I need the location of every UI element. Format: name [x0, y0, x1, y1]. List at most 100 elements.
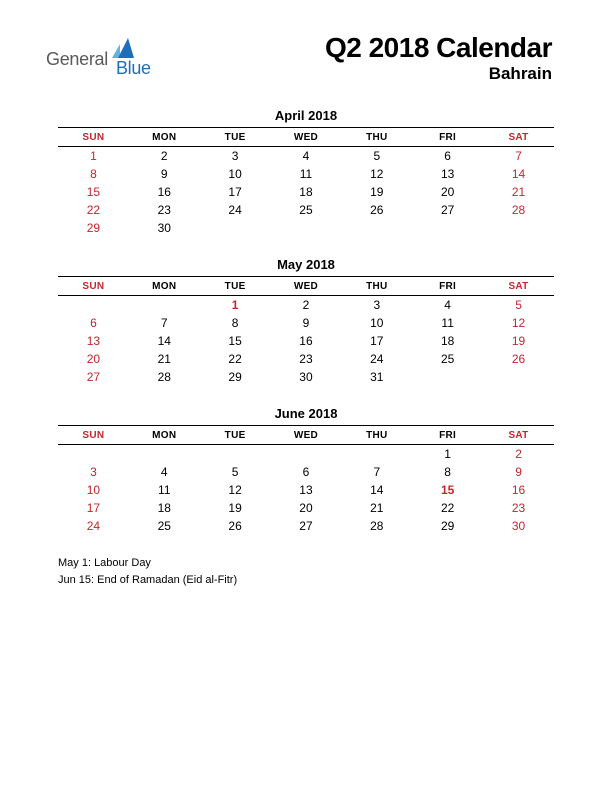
day-cell: 26 — [483, 350, 554, 368]
day-cell: 6 — [58, 314, 129, 332]
day-cell: 30 — [129, 219, 200, 237]
day-cell: 1 — [412, 445, 483, 464]
table-row: 2728293031 — [58, 368, 554, 386]
day-header: SUN — [58, 128, 129, 147]
day-cell: 22 — [200, 350, 271, 368]
day-header: FRI — [412, 426, 483, 445]
day-cell: 7 — [341, 463, 412, 481]
holiday-list: May 1: Labour DayJun 15: End of Ramadan … — [0, 555, 612, 588]
header: General Blue Q2 2018 Calendar Bahrain — [0, 0, 612, 84]
holiday-note: May 1: Labour Day — [58, 555, 554, 572]
day-cell: 6 — [271, 463, 342, 481]
day-cell: 24 — [58, 517, 129, 535]
day-cell: 17 — [200, 183, 271, 201]
day-cell: 24 — [341, 350, 412, 368]
day-cell: 25 — [271, 201, 342, 219]
day-cell: 5 — [341, 147, 412, 166]
day-cell: 15 — [200, 332, 271, 350]
day-cell: 4 — [412, 296, 483, 315]
day-cell: 2 — [271, 296, 342, 315]
day-cell — [58, 445, 129, 464]
day-cell: 18 — [271, 183, 342, 201]
title-block: Q2 2018 Calendar Bahrain — [325, 32, 552, 84]
day-cell — [129, 296, 200, 315]
day-cell — [58, 296, 129, 315]
day-header: MON — [129, 128, 200, 147]
day-cell: 13 — [412, 165, 483, 183]
calendar-section: April 2018SUNMONTUEWEDTHUFRISAT123456789… — [0, 108, 612, 535]
day-cell: 10 — [58, 481, 129, 499]
day-cell: 11 — [271, 165, 342, 183]
day-cell: 10 — [200, 165, 271, 183]
month-block: April 2018SUNMONTUEWEDTHUFRISAT123456789… — [58, 108, 554, 237]
day-cell: 3 — [200, 147, 271, 166]
table-row: 12345 — [58, 296, 554, 315]
day-cell: 29 — [200, 368, 271, 386]
day-cell: 30 — [483, 517, 554, 535]
table-row: 15161718192021 — [58, 183, 554, 201]
day-cell: 23 — [483, 499, 554, 517]
table-row: 17181920212223 — [58, 499, 554, 517]
day-cell: 29 — [58, 219, 129, 237]
day-cell: 1 — [200, 296, 271, 315]
day-cell: 14 — [129, 332, 200, 350]
day-cell: 17 — [341, 332, 412, 350]
day-cell — [412, 368, 483, 386]
day-cell: 31 — [341, 368, 412, 386]
day-cell: 4 — [129, 463, 200, 481]
month-title: June 2018 — [58, 406, 554, 421]
day-cell: 12 — [483, 314, 554, 332]
page-subtitle: Bahrain — [325, 64, 552, 84]
day-cell: 8 — [412, 463, 483, 481]
table-row: 10111213141516 — [58, 481, 554, 499]
day-cell: 29 — [412, 517, 483, 535]
day-cell: 1 — [58, 147, 129, 166]
day-cell: 8 — [58, 165, 129, 183]
day-header: SUN — [58, 426, 129, 445]
day-cell — [271, 445, 342, 464]
table-row: 20212223242526 — [58, 350, 554, 368]
day-cell: 22 — [412, 499, 483, 517]
page-title: Q2 2018 Calendar — [325, 32, 552, 64]
calendar-table: SUNMONTUEWEDTHUFRISAT1234567891011121314… — [58, 276, 554, 386]
month-title: April 2018 — [58, 108, 554, 123]
table-row: 13141516171819 — [58, 332, 554, 350]
day-cell: 20 — [412, 183, 483, 201]
day-header: WED — [271, 128, 342, 147]
day-header: TUE — [200, 128, 271, 147]
day-cell: 15 — [412, 481, 483, 499]
day-cell: 30 — [271, 368, 342, 386]
day-cell: 15 — [58, 183, 129, 201]
day-cell — [341, 219, 412, 237]
table-row: 2930 — [58, 219, 554, 237]
table-row: 24252627282930 — [58, 517, 554, 535]
day-header: THU — [341, 426, 412, 445]
day-cell: 19 — [200, 499, 271, 517]
day-cell: 11 — [412, 314, 483, 332]
day-cell: 17 — [58, 499, 129, 517]
day-header: MON — [129, 277, 200, 296]
day-cell: 23 — [129, 201, 200, 219]
day-cell: 16 — [483, 481, 554, 499]
day-cell: 5 — [483, 296, 554, 315]
day-cell: 3 — [58, 463, 129, 481]
day-cell: 14 — [341, 481, 412, 499]
day-cell: 12 — [341, 165, 412, 183]
day-cell — [129, 445, 200, 464]
day-header: SAT — [483, 277, 554, 296]
day-header: FRI — [412, 277, 483, 296]
day-header: SUN — [58, 277, 129, 296]
day-cell: 28 — [483, 201, 554, 219]
day-cell: 25 — [129, 517, 200, 535]
day-cell: 24 — [200, 201, 271, 219]
day-cell: 9 — [271, 314, 342, 332]
day-header: TUE — [200, 426, 271, 445]
day-cell — [483, 368, 554, 386]
day-header: THU — [341, 277, 412, 296]
day-cell: 21 — [483, 183, 554, 201]
day-cell: 25 — [412, 350, 483, 368]
day-cell: 16 — [129, 183, 200, 201]
day-cell: 9 — [483, 463, 554, 481]
table-row: 12 — [58, 445, 554, 464]
day-cell: 4 — [271, 147, 342, 166]
